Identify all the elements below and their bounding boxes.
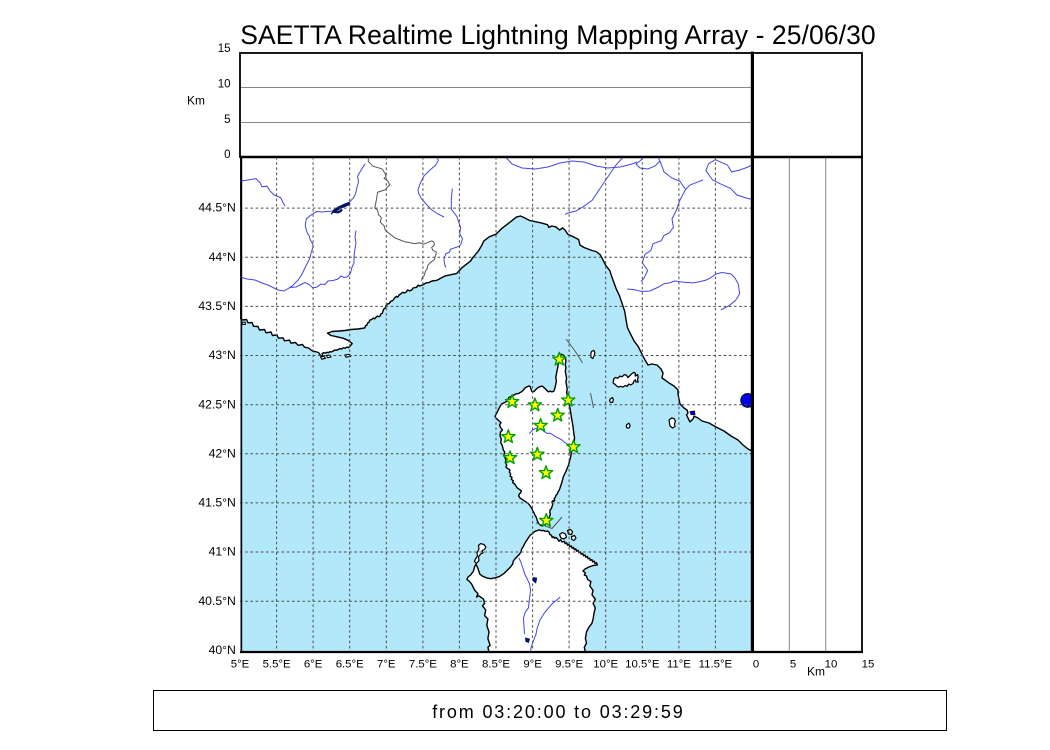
- svg-text:40°N: 40°N: [209, 643, 236, 657]
- svg-text:42.5°N: 42.5°N: [198, 397, 235, 411]
- svg-text:10°E: 10°E: [593, 659, 618, 671]
- svg-text:44°N: 44°N: [209, 250, 236, 264]
- svg-text:5: 5: [224, 114, 230, 126]
- svg-text:6°E: 6°E: [304, 659, 323, 671]
- svg-text:5°E: 5°E: [231, 659, 250, 671]
- svg-text:5: 5: [790, 659, 796, 671]
- svg-text:6.5°E: 6.5°E: [336, 659, 364, 671]
- svg-text:7.5°E: 7.5°E: [409, 659, 437, 671]
- svg-text:9.5°E: 9.5°E: [555, 659, 583, 671]
- svg-text:7°E: 7°E: [377, 659, 396, 671]
- svg-text:Km: Km: [807, 664, 825, 678]
- svg-text:10: 10: [218, 78, 231, 90]
- svg-text:5.5°E: 5.5°E: [263, 659, 291, 671]
- svg-text:10: 10: [825, 659, 838, 671]
- svg-text:43.5°N: 43.5°N: [198, 299, 235, 313]
- svg-text:SAETTA Realtime Lightning Mapp: SAETTA Realtime Lightning Mapping Array …: [240, 20, 875, 50]
- svg-text:8.5°E: 8.5°E: [482, 659, 510, 671]
- svg-text:15: 15: [862, 659, 875, 671]
- svg-text:11.5°E: 11.5°E: [699, 659, 733, 671]
- svg-text:43°N: 43°N: [209, 348, 236, 362]
- svg-text:9°E: 9°E: [523, 659, 542, 671]
- svg-text:11°E: 11°E: [667, 659, 691, 671]
- svg-text:41°N: 41°N: [209, 545, 236, 559]
- svg-text:0: 0: [224, 149, 230, 161]
- svg-text:40.5°N: 40.5°N: [198, 594, 235, 608]
- svg-text:42°N: 42°N: [209, 447, 236, 461]
- svg-text:from 03:20:00 to 03:29:59: from 03:20:00 to 03:29:59: [432, 702, 684, 722]
- svg-text:Km: Km: [187, 93, 205, 107]
- svg-text:0: 0: [753, 659, 759, 671]
- svg-text:41.5°N: 41.5°N: [198, 496, 235, 510]
- svg-text:44.5°N: 44.5°N: [198, 201, 235, 215]
- svg-text:10.5°E: 10.5°E: [625, 659, 660, 671]
- svg-text:15: 15: [218, 43, 231, 55]
- svg-text:8°E: 8°E: [450, 659, 469, 671]
